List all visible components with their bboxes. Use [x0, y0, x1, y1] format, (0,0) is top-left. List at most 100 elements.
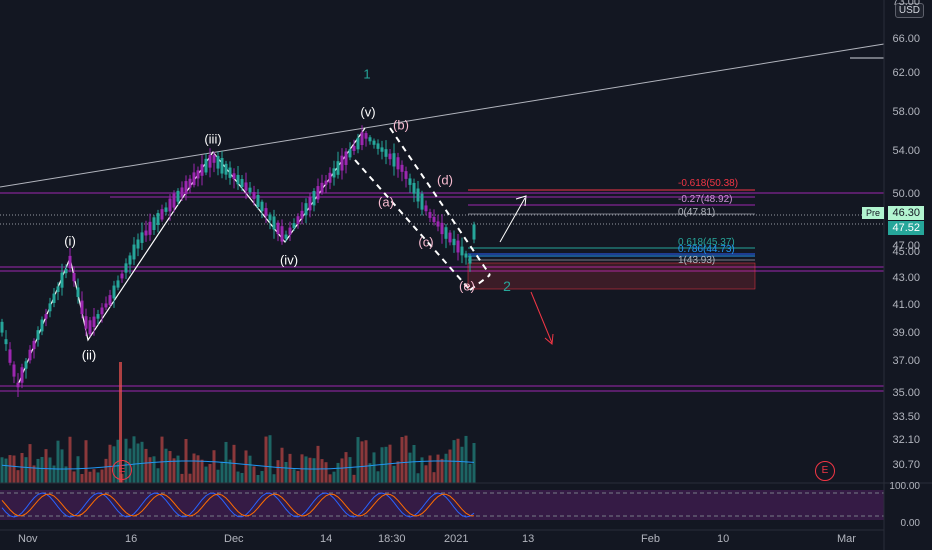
candle [240, 179, 244, 188]
volume-bar [372, 452, 376, 483]
candle [120, 273, 124, 279]
volume-bar [168, 451, 172, 483]
price-tick-label: 37.00 [892, 355, 920, 367]
currency-button[interactable]: USD [894, 3, 924, 18]
candle [140, 232, 144, 243]
volume-bar [92, 469, 96, 483]
candle [76, 287, 80, 297]
price-tick-label: 30.70 [892, 459, 920, 471]
volume-bar [188, 473, 192, 483]
candle [124, 263, 128, 273]
candle [312, 191, 316, 206]
candle [336, 161, 340, 175]
volume-bar [136, 443, 140, 483]
price-tick-label: 41.00 [892, 299, 920, 311]
candle [300, 210, 304, 219]
time-tick-label: 18:30 [378, 533, 406, 545]
candle [212, 154, 216, 163]
candle [448, 232, 452, 243]
volume-bar [312, 458, 316, 483]
candle [392, 153, 396, 167]
fib-label-0: 0(47.81) [678, 207, 716, 218]
candle [172, 193, 176, 208]
candle [364, 133, 368, 139]
volume-bar [52, 465, 56, 483]
candle [252, 192, 256, 199]
candle [72, 272, 76, 282]
volume-bar [24, 457, 28, 483]
candle [208, 154, 212, 168]
volume-bar [220, 461, 224, 483]
volume-bar [396, 461, 400, 483]
candle [292, 223, 296, 229]
candle [156, 213, 160, 225]
volume-bar [152, 456, 156, 483]
volume-bar [328, 474, 332, 483]
volume-bar [100, 469, 104, 483]
candle [204, 158, 208, 173]
candle [472, 224, 476, 240]
candle [460, 246, 464, 256]
candle [244, 182, 248, 191]
candle [128, 255, 132, 265]
volume-bar [212, 450, 216, 483]
candle [56, 286, 60, 292]
candle [92, 316, 96, 328]
volume-bar [8, 455, 12, 483]
volume-bar [156, 468, 160, 483]
candle [352, 145, 356, 151]
volume-bar [72, 471, 76, 483]
volume-bar [304, 456, 308, 483]
trend-line [0, 43, 885, 188]
wave-label-c: (c) [418, 234, 434, 250]
volume-bar [88, 471, 92, 483]
volume-bar [448, 449, 452, 483]
earnings-marker[interactable]: E [112, 460, 132, 480]
candle [144, 230, 148, 236]
volume-bar [68, 436, 72, 483]
candle [44, 314, 48, 319]
volume-bar [352, 474, 356, 483]
candle [108, 295, 112, 305]
price-tick-label: 66.00 [892, 33, 920, 45]
candle [276, 222, 280, 235]
volume-bar [252, 466, 256, 483]
earnings-marker-upcoming[interactable]: E [815, 461, 835, 481]
volume-bar [424, 465, 428, 483]
last-price-badge: 47.52 [888, 221, 924, 235]
volume-bar [348, 457, 352, 483]
price-tick-label: 58.00 [892, 106, 920, 118]
volume-bar [444, 453, 448, 483]
volume-bar [276, 460, 280, 483]
volume-bar [228, 459, 232, 483]
candle [136, 239, 140, 249]
volume-bar [416, 473, 420, 483]
candle [360, 132, 364, 146]
candle [284, 234, 288, 239]
volume-bar [460, 446, 464, 483]
volume-bar [144, 448, 148, 483]
candle [176, 190, 180, 202]
candle [52, 293, 56, 303]
candle [264, 208, 268, 216]
pre-market-badge-label: Pre [861, 207, 884, 219]
candle [96, 314, 100, 319]
candle [412, 182, 416, 194]
candle [268, 214, 272, 221]
wave-label-e: (e) [459, 278, 475, 294]
candle [368, 137, 372, 142]
volume-bar [324, 462, 328, 483]
price-tick-label: 45.00 [892, 246, 920, 258]
candle [200, 164, 204, 176]
wave-label-i: (i) [64, 233, 76, 249]
volume-bar [248, 455, 252, 483]
volume-bar [284, 461, 288, 483]
price-tick-label: 50.00 [892, 188, 920, 200]
volume-bar [316, 445, 320, 483]
volume-bar [240, 472, 244, 483]
time-tick-label: Mar [837, 533, 856, 545]
candle [60, 272, 64, 288]
candle [424, 205, 428, 212]
volume-bar [172, 458, 176, 483]
